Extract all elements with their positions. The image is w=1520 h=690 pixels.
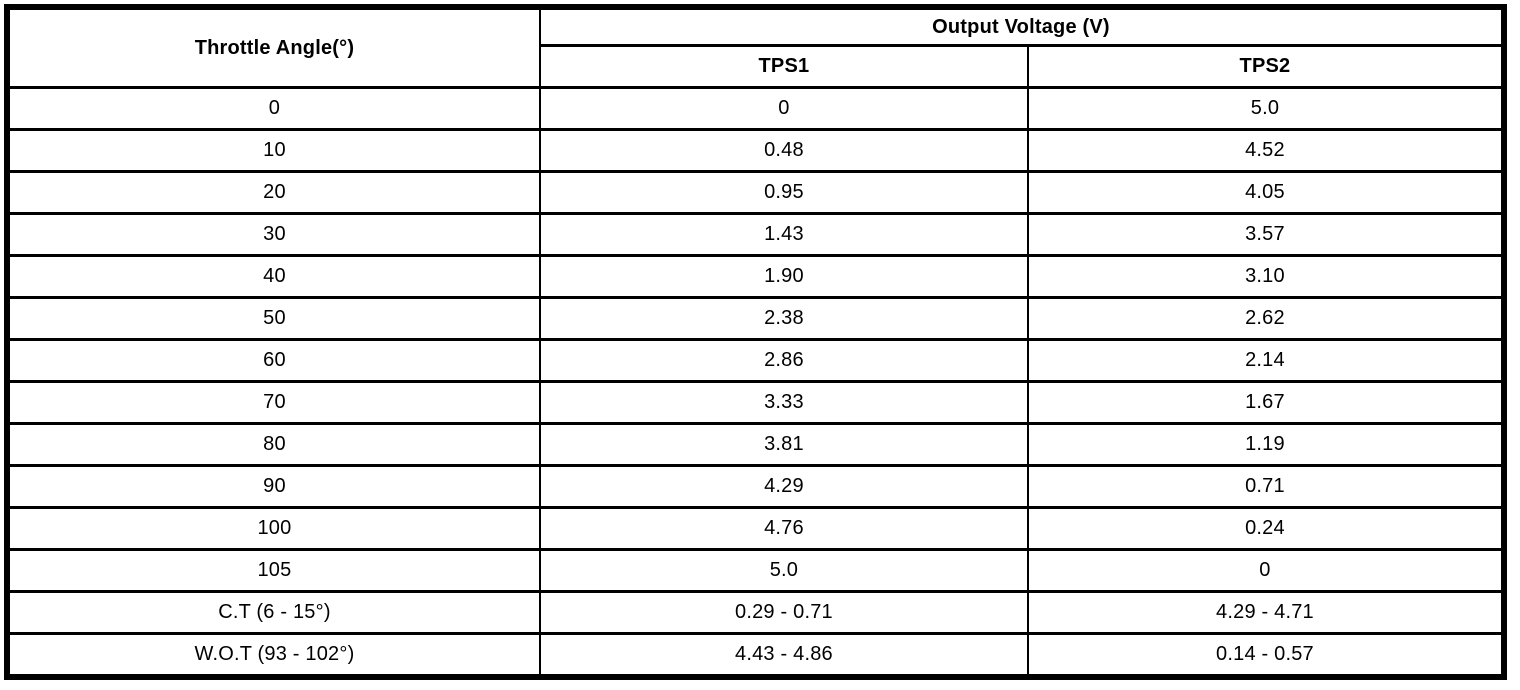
table-row: 80 3.81 1.19 bbox=[6, 422, 1506, 467]
angle-cell: 60 bbox=[6, 338, 541, 383]
angle-cell: 90 bbox=[6, 464, 541, 509]
tps1-cell: 0.95 bbox=[538, 170, 1029, 215]
tps2-cell: 1.19 bbox=[1026, 422, 1506, 467]
table-row: 50 2.38 2.62 bbox=[6, 296, 1506, 341]
angle-cell: 30 bbox=[6, 212, 541, 257]
tps1-cell: 1.43 bbox=[538, 212, 1029, 257]
tps1-cell: 0.29 - 0.71 bbox=[538, 590, 1029, 635]
table-row: 90 4.29 0.71 bbox=[6, 464, 1506, 509]
tps2-header: TPS2 bbox=[1026, 44, 1506, 89]
table-row: C.T (6 - 15°) 0.29 - 0.71 4.29 - 4.71 bbox=[6, 590, 1506, 635]
angle-cell: 40 bbox=[6, 254, 541, 299]
angle-cell: W.O.T (93 - 102°) bbox=[6, 632, 541, 679]
tps1-cell: 5.0 bbox=[538, 548, 1029, 593]
tps-output-voltage-table: Throttle Angle(°) Output Voltage (V) TPS… bbox=[4, 4, 1507, 680]
tps2-cell: 4.29 - 4.71 bbox=[1026, 590, 1506, 635]
table-row: 10 0.48 4.52 bbox=[6, 128, 1506, 173]
table-row: 70 3.33 1.67 bbox=[6, 380, 1506, 425]
tps1-cell: 4.43 - 4.86 bbox=[538, 632, 1029, 679]
throttle-angle-header: Throttle Angle(°) bbox=[6, 5, 541, 89]
angle-cell: 20 bbox=[6, 170, 541, 215]
tps1-cell: 0.48 bbox=[538, 128, 1029, 173]
tps2-cell: 1.67 bbox=[1026, 380, 1506, 425]
angle-cell: 50 bbox=[6, 296, 541, 341]
table-row: 60 2.86 2.14 bbox=[6, 338, 1506, 383]
angle-cell: 100 bbox=[6, 506, 541, 551]
tps1-cell: 1.90 bbox=[538, 254, 1029, 299]
table-row: 0 0 5.0 bbox=[6, 86, 1506, 131]
tps2-cell: 0.24 bbox=[1026, 506, 1506, 551]
tps1-cell: 4.29 bbox=[538, 464, 1029, 509]
tps1-cell: 0 bbox=[538, 86, 1029, 131]
tps1-cell: 2.38 bbox=[538, 296, 1029, 341]
angle-cell: 80 bbox=[6, 422, 541, 467]
output-voltage-header: Output Voltage (V) bbox=[538, 5, 1506, 47]
tps1-cell: 3.33 bbox=[538, 380, 1029, 425]
table-row: W.O.T (93 - 102°) 4.43 - 4.86 0.14 - 0.5… bbox=[6, 632, 1506, 679]
table-row: 105 5.0 0 bbox=[6, 548, 1506, 593]
tps1-cell: 2.86 bbox=[538, 338, 1029, 383]
tps2-cell: 5.0 bbox=[1026, 86, 1506, 131]
table-row: 40 1.90 3.10 bbox=[6, 254, 1506, 299]
header-row-group: Throttle Angle(°) Output Voltage (V) bbox=[6, 5, 1506, 89]
header-row-sub: TPS1 TPS2 bbox=[7, 44, 1506, 89]
tps2-cell: 4.52 bbox=[1026, 128, 1506, 173]
angle-cell: 10 bbox=[6, 128, 541, 173]
tps2-cell: 3.57 bbox=[1026, 212, 1506, 257]
tps2-cell: 0 bbox=[1026, 548, 1506, 593]
tps1-cell: 4.76 bbox=[538, 506, 1029, 551]
tps2-cell: 0.14 - 0.57 bbox=[1026, 632, 1506, 679]
tps2-cell: 0.71 bbox=[1026, 464, 1506, 509]
angle-cell: 105 bbox=[6, 548, 541, 593]
tps2-cell: 4.05 bbox=[1026, 170, 1506, 215]
tps1-header: TPS1 bbox=[538, 44, 1029, 89]
table-row: 20 0.95 4.05 bbox=[6, 170, 1506, 215]
table-row: 30 1.43 3.57 bbox=[6, 212, 1506, 257]
tps1-cell: 3.81 bbox=[538, 422, 1029, 467]
angle-cell: 0 bbox=[6, 86, 541, 131]
angle-cell: 70 bbox=[6, 380, 541, 425]
tps2-cell: 2.14 bbox=[1026, 338, 1506, 383]
table-row: 100 4.76 0.24 bbox=[6, 506, 1506, 551]
tps2-cell: 3.10 bbox=[1026, 254, 1506, 299]
tps2-cell: 2.62 bbox=[1026, 296, 1506, 341]
angle-cell: C.T (6 - 15°) bbox=[6, 590, 541, 635]
